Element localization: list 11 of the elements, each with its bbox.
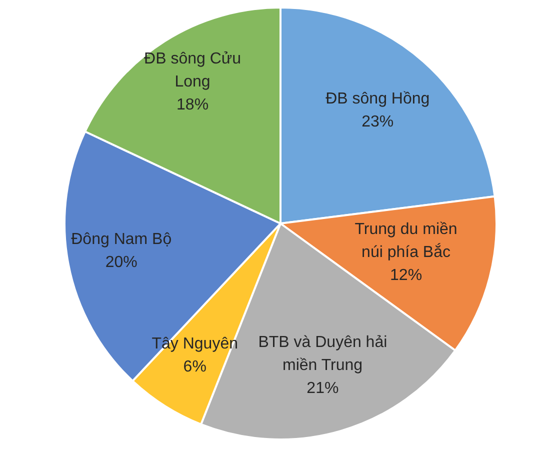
data-label: 21% <box>306 380 339 398</box>
data-label: 12% <box>390 267 422 284</box>
slice-label: ĐB sông Cửu Long <box>144 50 242 90</box>
slice-label: Đông Nam Bộ <box>71 230 172 248</box>
slice-label: Trung du miền núi phía Bắc <box>354 221 458 262</box>
data-label: 6% <box>183 358 206 376</box>
data-label: 18% <box>176 96 209 114</box>
slice-label: BTB và Duyên hải miền Trung <box>258 334 388 374</box>
data-label: 20% <box>105 254 138 271</box>
data-label: 23% <box>362 113 394 130</box>
slice-label: ĐB sông Hồng <box>326 90 430 108</box>
